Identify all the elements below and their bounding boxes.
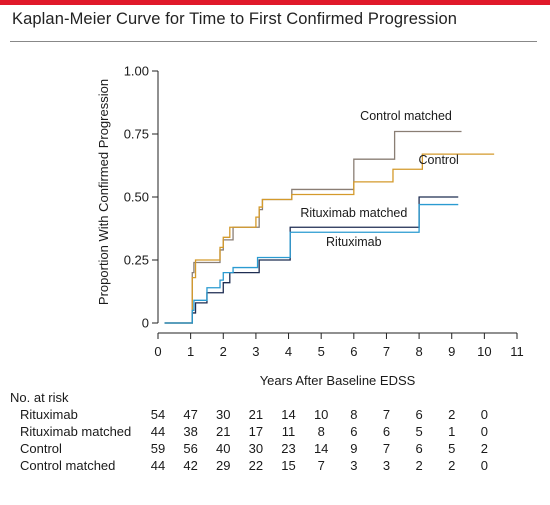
series-labels: Control matched Control Rituximab matched R…: [300, 109, 459, 249]
risk-value: 14: [281, 407, 295, 422]
risk-value: 0: [481, 407, 488, 422]
risk-table-header: No. at risk: [10, 390, 69, 405]
x-tick-label: 5: [318, 344, 325, 359]
risk-value: 21: [216, 424, 230, 439]
series-line-rituximab: [164, 203, 459, 324]
risk-value: 1: [448, 424, 455, 439]
x-tick-label: 0: [154, 344, 161, 359]
risk-value: 22: [249, 458, 263, 473]
risk-value: 40: [216, 441, 230, 456]
y-tick-label: 1.00: [124, 64, 149, 79]
x-tick-label: 4: [285, 344, 292, 359]
risk-value: 30: [249, 441, 263, 456]
risk-value: 11: [282, 424, 296, 439]
title-rule: [10, 41, 537, 42]
risk-value: 6: [415, 407, 422, 422]
risk-value: 42: [183, 458, 197, 473]
risk-value: 6: [350, 424, 357, 439]
risk-value: 8: [350, 407, 357, 422]
x-tick-label: 7: [383, 344, 390, 359]
risk-value: 44: [151, 458, 165, 473]
risk-value: 5: [415, 424, 422, 439]
risk-value: 54: [151, 407, 165, 422]
x-tick-label: 9: [448, 344, 455, 359]
risk-value: 7: [318, 458, 325, 473]
risk-value: 7: [383, 407, 390, 422]
risk-value: 5: [448, 441, 455, 456]
risk-value: 9: [350, 441, 357, 456]
top-accent-bar: [0, 0, 550, 5]
series-line-rituximab-matched: [164, 196, 459, 324]
risk-row-name: Control matched: [20, 458, 115, 473]
risk-value: 59: [151, 441, 165, 456]
axes: 0 0.25 0.50 0.75 1.00 0 1 2 3 4 5 6 7 8 9 10 11 Years Aft…: [96, 64, 524, 389]
label-rituximab: Rituximab: [326, 235, 382, 249]
risk-value: 30: [216, 407, 230, 422]
risk-value: 21: [249, 407, 263, 422]
label-rituximab-matched: Rituximab matched: [300, 206, 407, 220]
risk-value: 2: [448, 458, 455, 473]
y-tick-label: 0.75: [124, 127, 149, 142]
x-tick-label: 6: [350, 344, 357, 359]
risk-value: 0: [481, 424, 488, 439]
risk-row-name: Rituximab: [20, 407, 78, 422]
risk-value: 44: [151, 424, 165, 439]
risk-value: 3: [383, 458, 390, 473]
risk-value: 2: [448, 407, 455, 422]
risk-row-name: Rituximab matched: [20, 424, 131, 439]
risk-value: 2: [415, 458, 422, 473]
risk-value: 23: [281, 441, 295, 456]
risk-value: 38: [183, 424, 197, 439]
y-axis-label: Proportion With Confirmed Progression: [96, 79, 111, 305]
risk-value: 17: [249, 424, 263, 439]
risk-value: 10: [314, 407, 328, 422]
y-tick-label: 0.25: [124, 253, 149, 268]
risk-value: 3: [350, 458, 357, 473]
x-tick-label: 2: [220, 344, 227, 359]
x-axis-label: Years After Baseline EDSS: [260, 373, 416, 388]
risk-value: 14: [314, 441, 328, 456]
risk-row-name: Control: [20, 441, 62, 456]
x-tick-label: 1: [187, 344, 194, 359]
curves: [164, 130, 495, 324]
x-tick-label: 3: [252, 344, 259, 359]
risk-value: 2: [481, 441, 488, 456]
x-tick-label: 8: [415, 344, 422, 359]
x-tick-label: 10: [477, 344, 491, 359]
label-control: Control: [419, 153, 459, 167]
risk-value: 6: [383, 424, 390, 439]
risk-value: 15: [281, 458, 295, 473]
risk-value: 29: [216, 458, 230, 473]
risk-value: 7: [383, 441, 390, 456]
series-line-control: [164, 153, 495, 324]
risk-value: 56: [183, 441, 197, 456]
risk-value: 47: [183, 407, 197, 422]
y-tick-label: 0: [142, 316, 149, 331]
label-control-matched: Control matched: [360, 109, 452, 123]
chart-title: Kaplan-Meier Curve for Time to First Con…: [12, 10, 458, 28]
risk-value: 0: [481, 458, 488, 473]
x-tick-label: 11: [510, 344, 524, 359]
risk-value: 8: [318, 424, 325, 439]
y-tick-label: 0.50: [124, 190, 149, 205]
risk-value: 6: [415, 441, 422, 456]
